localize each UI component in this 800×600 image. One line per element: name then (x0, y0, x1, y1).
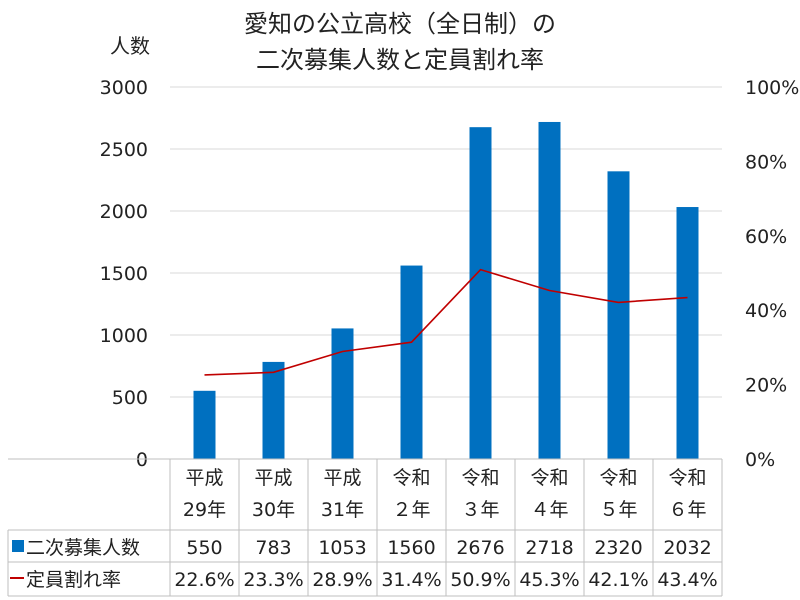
chart-title-line-1: 愛知の公立高校（全日制）の (244, 10, 556, 38)
bar-value-label: 783 (255, 537, 291, 559)
line-value-label: 42.1% (588, 569, 648, 591)
category-label: ５年 (599, 499, 637, 521)
category-label: 令和 (668, 467, 706, 489)
y-axis-ticks: 0 500 1000 1500 2000 2500 3000 (100, 77, 148, 471)
line-value-label: 31.4% (381, 569, 441, 591)
gridlines (170, 86, 722, 398)
y2-tick-label: 40% (745, 300, 787, 322)
bar (400, 265, 423, 459)
category-label: 平成 (185, 467, 223, 489)
y2-tick-label: 100% (745, 77, 799, 99)
bar (676, 207, 699, 459)
line-value-label: 22.6% (174, 569, 234, 591)
bar-value-label: 2676 (456, 537, 504, 559)
legend-swatch-bar (12, 540, 24, 552)
category-label: ２年 (392, 499, 430, 521)
category-label: 30年 (252, 499, 295, 521)
category-label: ６年 (668, 499, 706, 521)
y2-tick-label: 80% (745, 151, 787, 173)
bar (193, 390, 216, 459)
bar-value-label: 2718 (525, 537, 573, 559)
y-tick-label: 500 (112, 387, 148, 409)
bar-value-label: 2320 (594, 537, 642, 559)
line-series (204, 268, 688, 376)
y2-tick-label: 0% (745, 449, 775, 471)
legend-label: 二次募集人数 (26, 537, 140, 559)
line-value-label: 43.4% (657, 569, 717, 591)
y2-tick-label: 20% (745, 375, 787, 397)
data-table: 平成 29年 平成 30年 平成 31年 令和 ２年 令和 ３年 令和 ４年 令和 ５年 令和 ６年二次募集人… (7, 458, 723, 597)
y-axis-label: 人数 (110, 34, 150, 58)
line-value-label: 50.9% (450, 569, 510, 591)
category-label: ３年 (461, 499, 499, 521)
bar-value-label: 1560 (387, 537, 435, 559)
chart-title-line-2: 二次募集人数と定員割れ率 (256, 46, 544, 74)
category-label: 令和 (461, 467, 499, 489)
bar-series (193, 121, 699, 460)
y-tick-label: 3000 (100, 77, 148, 99)
category-label: 令和 (392, 467, 430, 489)
category-label: 平成 (254, 467, 292, 489)
y-tick-label: 2500 (100, 139, 148, 161)
bar-value-label: 550 (186, 537, 222, 559)
y-tick-label: 2000 (100, 201, 148, 223)
y2-axis-ticks: 0% 20% 40% 60% 80% 100% (745, 77, 799, 471)
bar (331, 328, 354, 459)
y-tick-label: 1500 (100, 263, 148, 285)
category-label: 令和 (530, 467, 568, 489)
y-tick-label: 1000 (100, 325, 148, 347)
category-label: 平成 (323, 467, 361, 489)
bar (262, 361, 285, 459)
legend-label: 定員割れ率 (26, 569, 121, 591)
category-label: ４年 (530, 499, 568, 521)
y-tick-label: 0 (136, 449, 148, 471)
category-label: 29年 (183, 499, 226, 521)
line-value-label: 28.9% (312, 569, 372, 591)
bar-value-label: 2032 (663, 537, 711, 559)
category-label: 令和 (599, 467, 637, 489)
category-label: 31年 (321, 499, 364, 521)
bar (469, 127, 492, 460)
line-path (204, 268, 688, 376)
bar-value-label: 1053 (318, 537, 366, 559)
y2-tick-label: 60% (745, 226, 787, 248)
line-value-label: 23.3% (243, 569, 303, 591)
bar (607, 171, 630, 459)
line-value-label: 45.3% (519, 569, 579, 591)
